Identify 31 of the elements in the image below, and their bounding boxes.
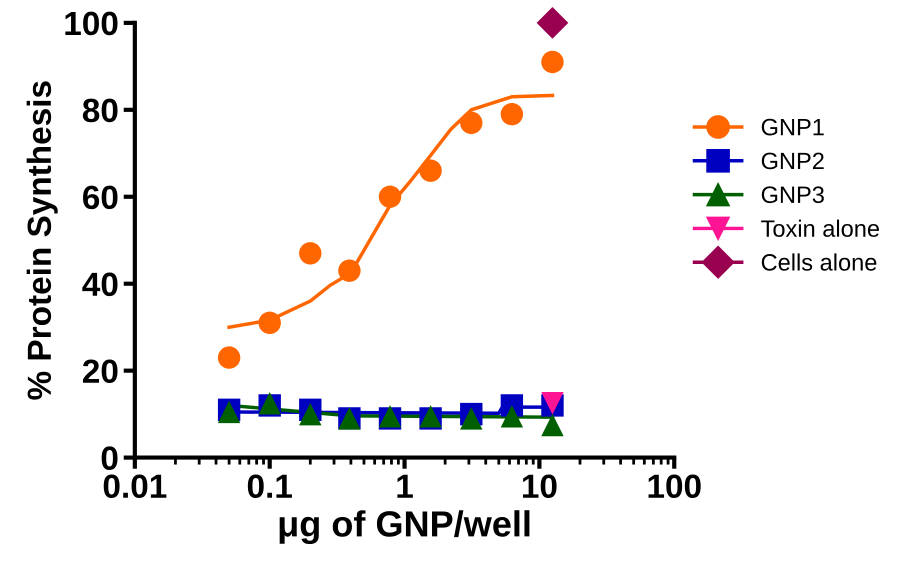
point bbox=[218, 346, 240, 369]
y-tick-label: 60 bbox=[83, 186, 118, 210]
y-tick-label: 100 bbox=[65, 12, 118, 36]
point bbox=[338, 259, 361, 282]
point bbox=[500, 405, 524, 428]
point bbox=[299, 242, 322, 264]
y-tick-label: 80 bbox=[82, 98, 118, 122]
x-tick-label: 100 bbox=[648, 474, 701, 498]
point bbox=[299, 402, 322, 426]
point bbox=[460, 407, 482, 430]
legend-label: Toxin alone bbox=[761, 220, 879, 237]
point bbox=[419, 159, 442, 182]
x-tick-label: 1 bbox=[397, 474, 413, 498]
legend-label: GNP2 bbox=[762, 152, 824, 170]
x-tick-label: 10 bbox=[522, 474, 557, 498]
point bbox=[541, 414, 564, 436]
legend-label: GNP1 bbox=[762, 118, 824, 136]
x-tick-label: 0.01 bbox=[104, 474, 166, 498]
y-axis-title: % Protein Synthesis bbox=[26, 81, 58, 400]
point bbox=[258, 312, 281, 334]
y-tick-label: 0 bbox=[102, 446, 118, 470]
point bbox=[500, 102, 524, 126]
y-tick-label: 40 bbox=[82, 272, 118, 296]
x-axis-title: μg of GNP/well bbox=[280, 510, 530, 544]
point bbox=[378, 186, 402, 208]
y-tick-label: 20 bbox=[82, 359, 118, 384]
x-tick-label: 0.1 bbox=[248, 474, 292, 498]
point bbox=[541, 50, 564, 74]
legend-label: GNP3 bbox=[762, 186, 824, 204]
legend-label: Cells alone bbox=[762, 253, 876, 271]
point bbox=[460, 112, 482, 134]
